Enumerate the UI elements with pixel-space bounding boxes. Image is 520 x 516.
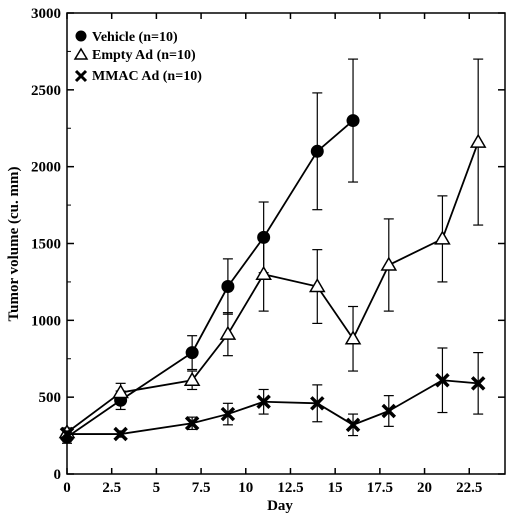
series-line [67, 379, 479, 435]
legend-item-vehicle: Vehicle (n=10) [75, 30, 178, 45]
x-tick-label: 17.5 [367, 480, 393, 496]
data-point [183, 371, 201, 387]
y-tick-label: 1500 [31, 237, 61, 253]
series-1 [58, 58, 487, 439]
x-axis: 0 2.5 5 7.5 10 12.5 15 17.5 20 22.5 [63, 13, 482, 496]
x-tick-label: 2.5 [102, 480, 121, 496]
y-tick-label: 0 [54, 467, 62, 483]
x-tick-label: 12.5 [277, 480, 303, 496]
legend-marker-empty-ad [73, 47, 89, 60]
data-point [434, 230, 451, 245]
x-tick-label: 7.5 [192, 480, 211, 496]
series-0 [60, 58, 360, 444]
data-point [255, 265, 272, 280]
legend: Vehicle (n=10) Empty Ad (n=10) MMAC Ad (… [73, 30, 202, 84]
series-line [66, 141, 480, 434]
x-tick-label: 5 [153, 480, 161, 496]
data-point [112, 384, 129, 399]
legend-label-vehicle: Vehicle (n=10) [92, 30, 178, 45]
data-point [220, 406, 236, 422]
y-tick-label: 2000 [31, 160, 61, 176]
legend-marker-mmac-ad [74, 69, 88, 83]
y-tick-label: 3000 [31, 6, 61, 22]
x-tick-label: 20 [417, 480, 432, 496]
data-point [470, 376, 486, 391]
x-tick-label: 0 [63, 480, 71, 496]
series-layer [58, 58, 487, 444]
legend-item-empty-ad: Empty Ad (n=10) [73, 47, 196, 63]
data-point [308, 278, 326, 293]
legend-marker-vehicle [75, 30, 87, 42]
x-tick-label: 22.5 [456, 480, 482, 496]
data-point [381, 403, 397, 419]
x-tick-label: 10 [238, 480, 253, 496]
data-point [380, 256, 398, 271]
data-point [185, 346, 199, 360]
data-point [221, 280, 235, 294]
data-point [113, 426, 128, 442]
legend-label-mmac-ad: MMAC Ad (n=10) [92, 69, 202, 84]
data-point [346, 114, 360, 128]
data-point [256, 394, 271, 410]
y-axis-title: Tumor volume (cu. mm) [6, 167, 22, 322]
data-point [59, 426, 75, 442]
data-point [219, 325, 237, 340]
legend-item-mmac-ad: MMAC Ad (n=10) [74, 69, 202, 84]
x-tick-label: 15 [328, 480, 343, 496]
data-point [310, 396, 325, 411]
y-tick-label: 1000 [31, 313, 61, 329]
data-point [345, 417, 361, 433]
y-tick-label: 500 [39, 390, 62, 406]
data-point [184, 416, 200, 431]
data-point [435, 373, 450, 388]
y-tick-label: 2500 [31, 83, 61, 99]
x-axis-title: Day [267, 498, 293, 514]
data-point [469, 133, 487, 148]
legend-label-empty-ad: Empty Ad (n=10) [92, 48, 196, 63]
series-line [66, 119, 354, 438]
data-point [310, 144, 324, 158]
series-2 [59, 347, 486, 442]
data-point [344, 330, 362, 345]
y-axis: 0 500 1000 1500 2000 2500 3000 [31, 6, 505, 483]
